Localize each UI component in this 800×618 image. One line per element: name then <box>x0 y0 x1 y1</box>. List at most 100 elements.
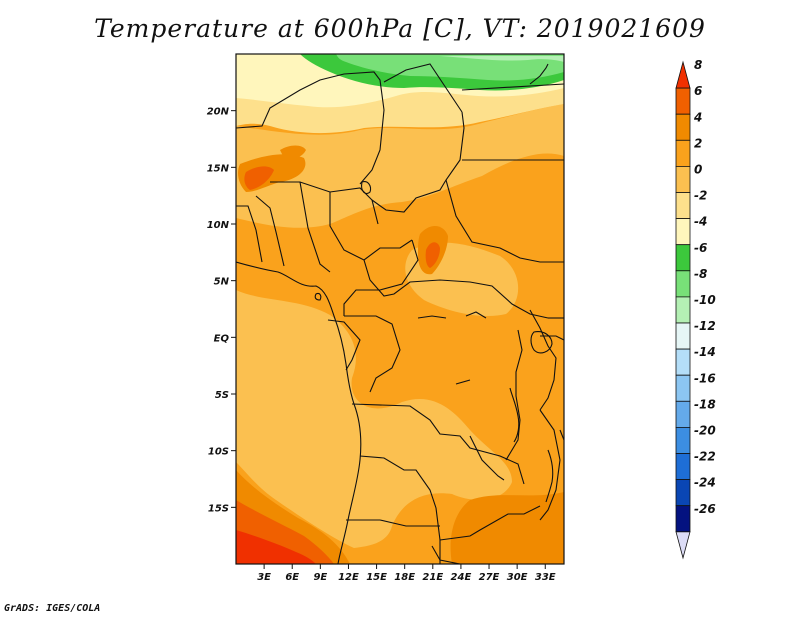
colorbar-label: -26 <box>694 502 716 516</box>
colorbar-swatch <box>675 296 691 324</box>
contour-region-4-6-se <box>450 492 564 564</box>
contour-region-6-8-west <box>244 166 274 190</box>
border-2 <box>236 205 263 263</box>
lon-tick-label: 18E <box>394 572 415 583</box>
colorbar-label: 2 <box>694 136 702 150</box>
border-22 <box>529 309 557 411</box>
lon-tick-label: 15E <box>366 572 387 583</box>
lon-tick-label: 33E <box>535 572 556 583</box>
colorbar-swatch <box>675 322 691 350</box>
longitude-axis: 3E 6E 9E 12E 15E 18E 21E 24E 27E 30E 33E <box>257 564 556 583</box>
colorbar-swatch <box>675 505 691 533</box>
border-7 <box>236 71 385 185</box>
colorbar-swatch <box>675 479 691 507</box>
border-18 <box>346 519 440 527</box>
colorbar-label: 6 <box>694 84 702 98</box>
map-frame <box>235 53 565 565</box>
country-borders <box>236 63 564 564</box>
gulf-island <box>314 292 322 301</box>
contour-region-4-6-north <box>280 145 306 159</box>
colorbar-label: -4 <box>694 215 707 229</box>
coast-east <box>559 429 564 441</box>
lat-tick-label: 20N <box>207 107 230 118</box>
border-17 <box>359 455 441 564</box>
border-8 <box>383 63 463 113</box>
colorbar-label: -22 <box>694 450 716 464</box>
colorbar-swatch <box>675 60 691 89</box>
lat-tick-label: 10S <box>208 447 229 458</box>
contour-region-6-8-central <box>425 242 440 268</box>
colorbar-swatch <box>675 453 691 481</box>
colorbar-label: -12 <box>694 319 716 333</box>
contour-region-0-2-north <box>236 104 564 228</box>
border-4 <box>299 181 331 273</box>
colorbar-label: -8 <box>694 267 707 281</box>
contour-region-m10-m8 <box>440 56 564 62</box>
colorbar-swatch <box>675 244 691 272</box>
lat-tick-label: 5N <box>214 277 230 288</box>
colorbar-label: 4 <box>693 110 702 124</box>
lon-tick-label: 6E <box>285 572 299 583</box>
lon-tick-label: 3E <box>257 572 271 583</box>
border-19 <box>439 505 541 541</box>
latitude-axis: 20N 15N 10N 5N EQ 5S 10S 15S <box>207 107 236 514</box>
lake-malawi <box>545 449 554 503</box>
contour-region-8-sw <box>236 530 316 564</box>
lake-chad <box>361 181 372 195</box>
border-14 <box>344 315 401 393</box>
colorbar-label: -16 <box>694 371 716 385</box>
border-3 <box>255 195 285 267</box>
red-sea-coast <box>529 63 549 85</box>
lat-tick-label: 5S <box>215 390 229 401</box>
colorbar-swatch <box>675 87 691 115</box>
border-13 <box>363 259 549 319</box>
lon-tick-label: 9E <box>313 572 327 583</box>
inland-wetland <box>417 311 487 385</box>
temperature-field <box>236 54 564 564</box>
border-15 <box>327 319 361 371</box>
colorbar-swatch <box>675 218 691 246</box>
figure-title: Temperature at 600hPa [C], VT: 201902160… <box>94 14 706 43</box>
border-11 <box>445 179 564 263</box>
colorbar: 8 6 4 2 0 -2 -4 -6 -8 -10 -12 -14 -16 -18 -20 -22 -24 -26 <box>675 58 716 560</box>
colorbar-swatch <box>675 348 691 376</box>
border-21 <box>505 329 523 461</box>
colorbar-label: -10 <box>694 293 716 307</box>
border-20 <box>431 545 461 564</box>
lake-victoria <box>530 331 553 354</box>
lon-tick-label: 24E <box>451 572 472 583</box>
contour-region-m8-m6 <box>336 54 564 81</box>
colorbar-swatch <box>675 531 691 560</box>
colorbar-swatch <box>675 400 691 428</box>
lon-tick-label: 12E <box>338 572 359 583</box>
colorbar-label: -6 <box>694 241 707 255</box>
contour-region-0-2 <box>236 290 512 548</box>
colorbar-swatch <box>675 374 691 402</box>
colorbar-label: 8 <box>694 58 702 72</box>
lon-tick-label: 27E <box>479 572 500 583</box>
colorbar-label: -18 <box>694 397 716 411</box>
lat-tick-label: EQ <box>214 333 230 344</box>
lon-tick-label: 21E <box>422 572 443 583</box>
border-1 <box>270 181 379 225</box>
lon-tick-label: 30E <box>507 572 528 583</box>
lat-tick-label: 15N <box>207 163 230 174</box>
border-24 <box>540 335 564 341</box>
colorbar-swatch <box>675 113 691 141</box>
border-9 <box>461 83 564 91</box>
colorbar-swatch <box>675 165 691 193</box>
border-6 <box>371 111 465 213</box>
border-16 <box>351 403 525 485</box>
colorbar-label: -14 <box>694 345 716 359</box>
lat-tick-label: 15S <box>208 503 229 514</box>
lake-tanganyika <box>509 387 520 443</box>
colorbar-swatch <box>675 426 691 454</box>
border-12 <box>343 239 419 316</box>
colorbar-swatch <box>675 270 691 298</box>
grads-credit: GrADS: IGES/COLA <box>4 603 101 614</box>
colorbar-label: -20 <box>694 424 716 438</box>
lat-tick-label: 10N <box>207 220 230 231</box>
colorbar-swatch <box>675 139 691 167</box>
